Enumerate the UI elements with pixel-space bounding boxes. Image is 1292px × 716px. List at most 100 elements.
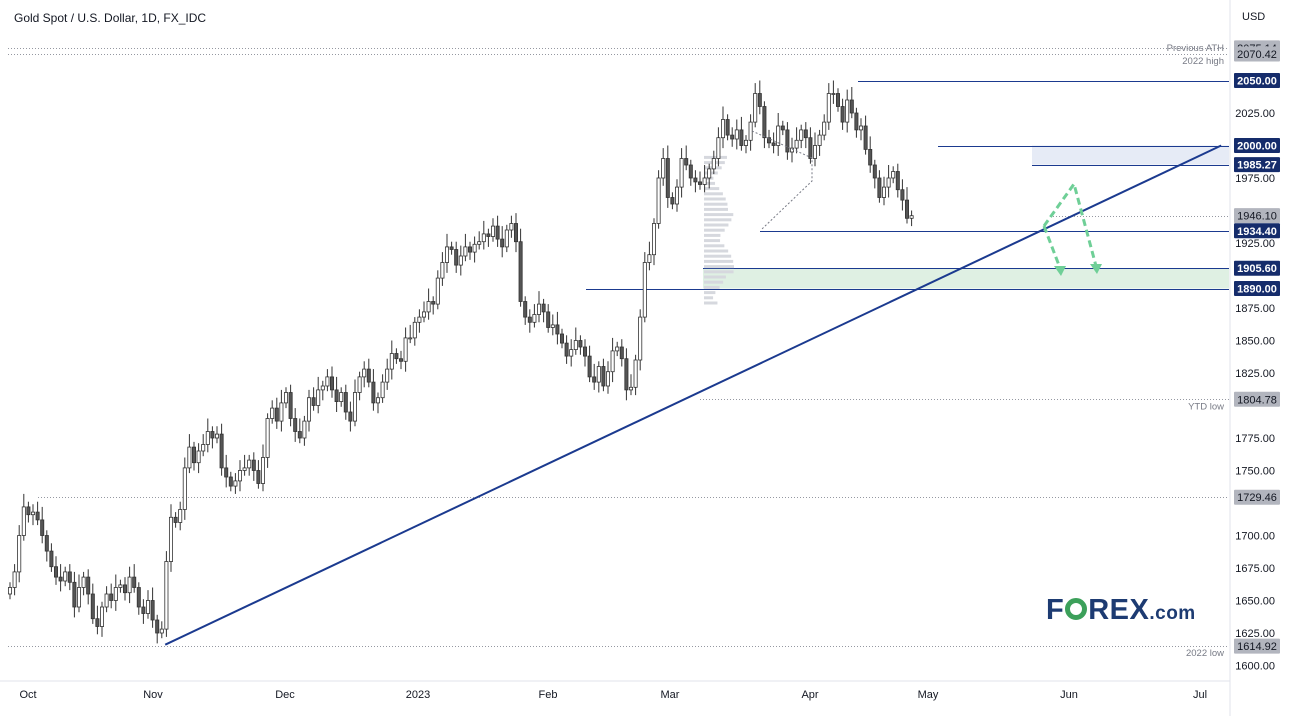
candle-body (500, 238, 505, 248)
candle-body (408, 337, 413, 340)
y-tick-label: 1600.00 (1235, 661, 1275, 673)
y-tick-label: 1750.00 (1235, 466, 1275, 478)
x-tick-label: Jun (1060, 689, 1078, 701)
candle-body (77, 587, 82, 608)
candle-body (205, 431, 210, 445)
y-tick-label: 1850.00 (1235, 336, 1275, 348)
candle-body (592, 376, 597, 383)
candle-body (444, 246, 449, 263)
candle-body (753, 93, 758, 123)
price-badge-label: 1905.60 (1237, 263, 1277, 275)
candle-body (283, 392, 288, 404)
profile-bar (704, 239, 721, 243)
candle-body (863, 125, 868, 150)
candle-body (785, 129, 790, 153)
candle-body (486, 233, 491, 237)
candle-body (776, 125, 781, 146)
candle-body (656, 177, 661, 224)
candle-body (58, 576, 63, 582)
candle-body (242, 467, 247, 471)
candle-body (762, 106, 767, 139)
candle-body (320, 385, 325, 391)
y-tick-label: 1875.00 (1235, 303, 1275, 315)
level-annotation: YTD low (1188, 401, 1224, 412)
candle-body (868, 148, 873, 166)
candle-body (693, 177, 698, 183)
candle-body (67, 571, 72, 583)
reference-lines: Previous ATH 2022 high YTD low 2022 low (8, 43, 1229, 659)
candle-body (145, 600, 150, 614)
chart-title: Gold Spot / U.S. Dollar, 1D, FX_IDC (14, 11, 207, 25)
candle-body (86, 576, 91, 595)
profile-bar (704, 280, 724, 284)
candle-body (201, 444, 206, 452)
profile-bar (704, 270, 734, 274)
candle-body (794, 139, 799, 149)
projection-path-short (1042, 225, 1062, 269)
candle-body (845, 99, 850, 123)
candle-body (279, 402, 284, 422)
price-badge (1234, 281, 1280, 296)
zones-layer (703, 145, 1229, 289)
candle-body (21, 506, 26, 536)
candle-body (707, 168, 712, 179)
candle-body (514, 223, 519, 243)
price-badge (1234, 260, 1280, 276)
candle-body (343, 392, 348, 413)
y-tick-label: 1625.00 (1235, 628, 1275, 640)
candle-body (647, 254, 652, 263)
logo-suffix: .com (1149, 603, 1196, 624)
currency-label: USD (1242, 11, 1266, 23)
candle-body (767, 137, 772, 144)
candle-body (504, 229, 509, 248)
candle-body (49, 550, 54, 568)
candle-body (426, 301, 431, 313)
y-tick-label: 1775.00 (1235, 433, 1275, 445)
candle-body (509, 223, 514, 231)
price-axis[interactable]: 1600.00 1625.00 1650.00 1675.00 1700.00 1750.… (1229, 0, 1280, 716)
price-badge (1234, 391, 1280, 407)
candle-body (237, 470, 242, 482)
candle-body (615, 346, 620, 352)
candle-body (578, 340, 583, 348)
profile-bar (704, 155, 727, 159)
candle-body (670, 197, 675, 205)
candle-body (813, 145, 818, 159)
candle-body (573, 340, 578, 350)
profile-bar (704, 207, 728, 211)
candle-body (596, 366, 601, 383)
candle-body (463, 246, 468, 257)
candle-body (891, 171, 896, 179)
time-axis[interactable]: Oct Nov Dec 2023 Feb Mar Apr May Jun Jul (0, 680, 1230, 701)
candle-body (739, 129, 744, 146)
candle-body (182, 467, 187, 510)
candle-body (435, 277, 440, 305)
profile-bar (704, 197, 726, 201)
profile-bar (704, 244, 725, 248)
candle-body (624, 358, 629, 391)
x-tick-label: Apr (801, 689, 818, 701)
candle-body (725, 119, 730, 136)
price-badge-label: 2000.00 (1237, 141, 1277, 153)
candle-body (440, 262, 445, 279)
candle-body (744, 139, 749, 146)
y-tick-label: 2025.00 (1235, 108, 1275, 120)
candle-body (123, 584, 128, 594)
profile-bar (704, 265, 734, 269)
candle-body (136, 587, 141, 608)
candle-body (537, 303, 542, 315)
level-annotation: 2022 high (1182, 56, 1224, 67)
candle-body (100, 606, 105, 627)
candle-body (882, 186, 887, 198)
candle-body (458, 255, 463, 266)
candle-body (302, 420, 307, 439)
candle-body (210, 431, 215, 439)
x-tick-label: Nov (143, 689, 163, 701)
candle-body (398, 358, 403, 362)
candle-body (297, 431, 302, 439)
candle-body (684, 158, 689, 166)
resistance-zone (1032, 145, 1229, 165)
candle-body (702, 177, 707, 185)
candle-body (224, 467, 229, 478)
